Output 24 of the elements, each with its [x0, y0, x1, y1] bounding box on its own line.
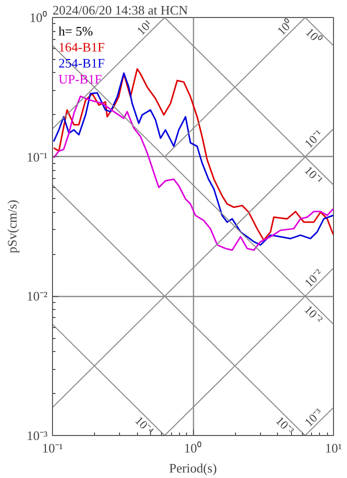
annotation: 10⁰: [302, 25, 324, 46]
annotation: 10⁻¹: [302, 163, 326, 188]
annotation: 10⁻³: [273, 414, 298, 438]
annotation: 10⁰: [274, 16, 296, 38]
annotation: 10⁻²: [302, 266, 326, 290]
annotation: 10¹: [134, 16, 156, 38]
y-axis-title: pSv(cm/s): [4, 200, 20, 254]
text: 164-B1F: [58, 40, 105, 54]
y-tick-label: 10⁻¹: [26, 149, 48, 164]
x-axis-title: Period(s): [169, 460, 217, 476]
series-label: UP-B1F: [58, 72, 102, 86]
y-tick-label: 10⁰: [30, 10, 48, 25]
annotation: 10⁻¹: [302, 126, 326, 151]
annotation: 10⁻⁴: [132, 413, 156, 438]
y-tick-label: 10⁻²: [26, 288, 48, 304]
annotation: 10⁻²: [302, 302, 326, 327]
x-tick-label: 10⁻¹: [42, 440, 64, 456]
chart-title: 2024/06/20 14:38 at HCN: [52, 2, 189, 18]
series-label: 254-B1F: [58, 56, 105, 70]
x-tick-label: 10¹: [325, 440, 342, 456]
annotation: 10⁻³: [302, 405, 326, 430]
x-tick-label: 10⁰: [184, 440, 202, 456]
legend-title: h= 5%: [58, 24, 94, 38]
y-tick-label: 10⁻³: [26, 428, 48, 443]
